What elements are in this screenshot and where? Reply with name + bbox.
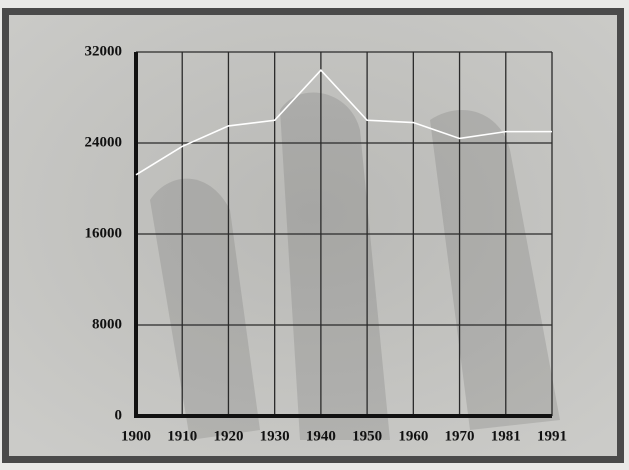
x-tick-label: 1970 xyxy=(445,428,475,444)
y-tick-label: 16000 xyxy=(85,225,123,241)
x-tick-label: 1900 xyxy=(121,428,151,444)
x-tick-label: 1920 xyxy=(213,428,243,444)
x-tick-label: 1930 xyxy=(260,428,290,444)
y-tick-label: 0 xyxy=(115,407,123,423)
x-tick-label: 1910 xyxy=(167,428,197,444)
x-tick-label: 1991 xyxy=(537,428,567,444)
x-tick-label: 1950 xyxy=(352,428,382,444)
chart: 1900 1910 1920 1930 1940 1950 1960 1970 1981 1991… xyxy=(0,0,629,465)
x-tick-label: 1940 xyxy=(306,428,336,444)
y-tick-label: 32000 xyxy=(85,43,123,59)
x-tick-label: 1981 xyxy=(491,428,521,444)
y-tick-label: 8000 xyxy=(92,316,122,332)
x-tick-label: 1960 xyxy=(398,428,428,444)
y-tick-label: 24000 xyxy=(85,134,123,150)
